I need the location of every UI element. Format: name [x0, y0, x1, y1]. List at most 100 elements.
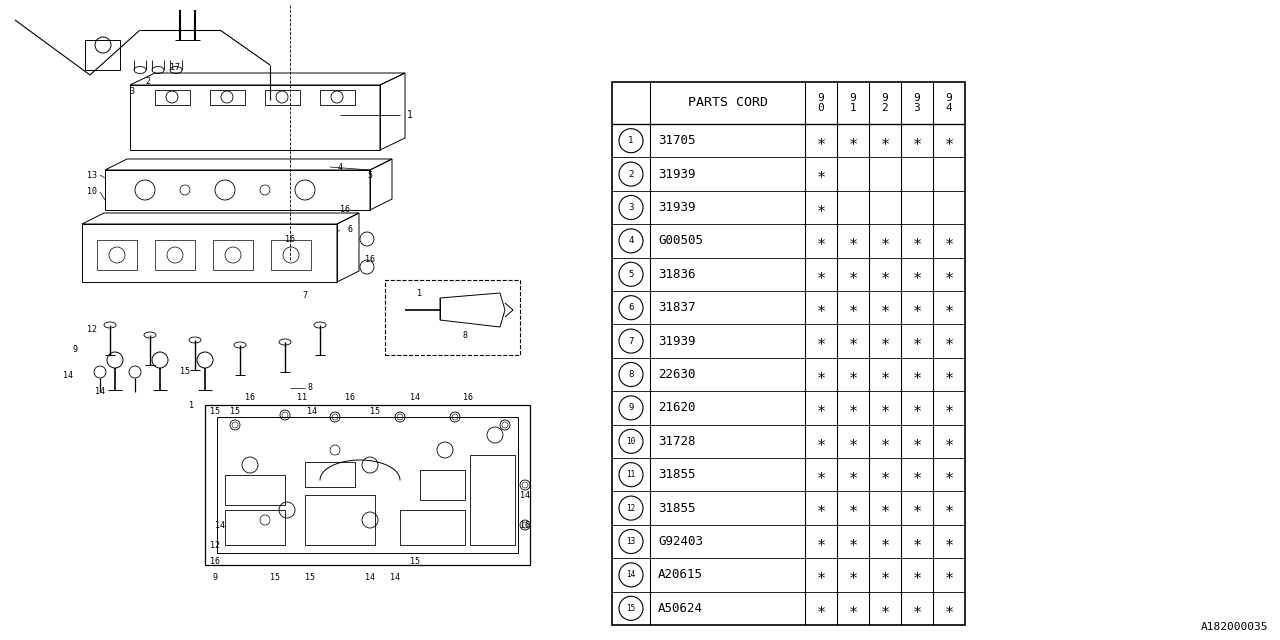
Bar: [265, 90, 300, 105]
Text: 31939: 31939: [658, 201, 695, 214]
Text: ∗: ∗: [945, 367, 954, 382]
Text: 31855: 31855: [658, 468, 695, 481]
Text: 1: 1: [407, 110, 413, 120]
Text: 14: 14: [307, 408, 317, 417]
Text: 1: 1: [628, 136, 634, 145]
Text: ∗: ∗: [817, 333, 826, 349]
Bar: [97, 240, 137, 270]
Text: ∗: ∗: [817, 534, 826, 549]
Text: 16: 16: [365, 255, 375, 264]
Text: A182000035: A182000035: [1201, 622, 1268, 632]
Text: ∗: ∗: [849, 234, 858, 248]
Text: ∗: ∗: [913, 568, 922, 582]
Text: ∗: ∗: [881, 333, 890, 349]
Text: 8: 8: [628, 370, 634, 379]
Text: ∗: ∗: [913, 534, 922, 549]
Text: ∗: ∗: [849, 568, 858, 582]
Text: ∗: ∗: [817, 267, 826, 282]
Bar: [305, 495, 375, 545]
Text: G92403: G92403: [658, 535, 703, 548]
Text: ∗: ∗: [945, 401, 954, 415]
Text: ∗: ∗: [849, 500, 858, 516]
Text: 14: 14: [95, 387, 105, 397]
Text: 15: 15: [230, 408, 241, 417]
Text: 14: 14: [365, 573, 375, 582]
Text: 3: 3: [628, 203, 634, 212]
Text: 6: 6: [347, 225, 352, 234]
Text: 17: 17: [170, 63, 180, 72]
Text: ∗: ∗: [913, 300, 922, 315]
Text: ∗: ∗: [945, 267, 954, 282]
Text: 16: 16: [463, 394, 474, 403]
Text: 21620: 21620: [658, 401, 695, 415]
Text: 9
0: 9 0: [818, 93, 824, 113]
Text: 15: 15: [410, 557, 420, 566]
Bar: [205, 405, 530, 565]
Text: 12: 12: [210, 541, 220, 550]
Bar: [399, 510, 465, 545]
Text: ∗: ∗: [913, 234, 922, 248]
Text: ∗: ∗: [849, 267, 858, 282]
Bar: [84, 40, 120, 70]
Text: 31855: 31855: [658, 502, 695, 515]
Text: ∗: ∗: [881, 601, 890, 616]
Text: ∗: ∗: [881, 367, 890, 382]
Text: 10: 10: [87, 188, 97, 196]
Bar: [82, 224, 337, 282]
Text: ∗: ∗: [913, 133, 922, 148]
Text: ∗: ∗: [817, 300, 826, 315]
Text: 13: 13: [87, 170, 97, 179]
Text: A50624: A50624: [658, 602, 703, 615]
Text: ∗: ∗: [817, 166, 826, 182]
Text: 4: 4: [338, 163, 343, 172]
Text: ∗: ∗: [817, 434, 826, 449]
Text: ∗: ∗: [881, 534, 890, 549]
Text: 7: 7: [302, 291, 307, 300]
Text: 16: 16: [285, 236, 294, 244]
Text: 6: 6: [628, 303, 634, 312]
Text: 7: 7: [628, 337, 634, 346]
Text: ∗: ∗: [849, 601, 858, 616]
Text: ∗: ∗: [945, 434, 954, 449]
Text: ∗: ∗: [913, 333, 922, 349]
Bar: [105, 170, 370, 210]
Text: ∗: ∗: [849, 534, 858, 549]
Text: 15: 15: [626, 604, 636, 612]
Bar: [225, 510, 285, 545]
Text: ∗: ∗: [881, 300, 890, 315]
Bar: [131, 85, 380, 150]
Bar: [271, 240, 311, 270]
Text: 1: 1: [417, 289, 422, 298]
Text: 31939: 31939: [658, 168, 695, 180]
Text: 4: 4: [628, 236, 634, 245]
Text: 15: 15: [370, 408, 380, 417]
Bar: [218, 417, 518, 553]
Text: ∗: ∗: [881, 467, 890, 482]
Text: 9
2: 9 2: [882, 93, 888, 113]
Text: 5: 5: [628, 270, 634, 279]
Text: 8: 8: [462, 330, 467, 339]
Text: 10: 10: [626, 436, 636, 446]
Text: ∗: ∗: [881, 234, 890, 248]
Text: ∗: ∗: [881, 500, 890, 516]
Text: ∗: ∗: [945, 534, 954, 549]
Text: ∗: ∗: [945, 300, 954, 315]
Text: 5: 5: [367, 170, 372, 179]
Text: ∗: ∗: [945, 467, 954, 482]
Text: 16: 16: [520, 520, 530, 529]
Text: 31939: 31939: [658, 335, 695, 348]
Bar: [612, 82, 965, 625]
Text: ∗: ∗: [817, 234, 826, 248]
Text: ∗: ∗: [913, 434, 922, 449]
Text: ∗: ∗: [881, 401, 890, 415]
Text: 9: 9: [628, 403, 634, 412]
Text: 14: 14: [626, 570, 636, 579]
Bar: [155, 240, 195, 270]
Text: ∗: ∗: [945, 500, 954, 516]
Text: ∗: ∗: [817, 467, 826, 482]
Text: 31705: 31705: [658, 134, 695, 147]
Text: 11: 11: [297, 394, 307, 403]
Bar: [212, 240, 253, 270]
Text: ∗: ∗: [945, 601, 954, 616]
Text: 14: 14: [410, 394, 420, 403]
